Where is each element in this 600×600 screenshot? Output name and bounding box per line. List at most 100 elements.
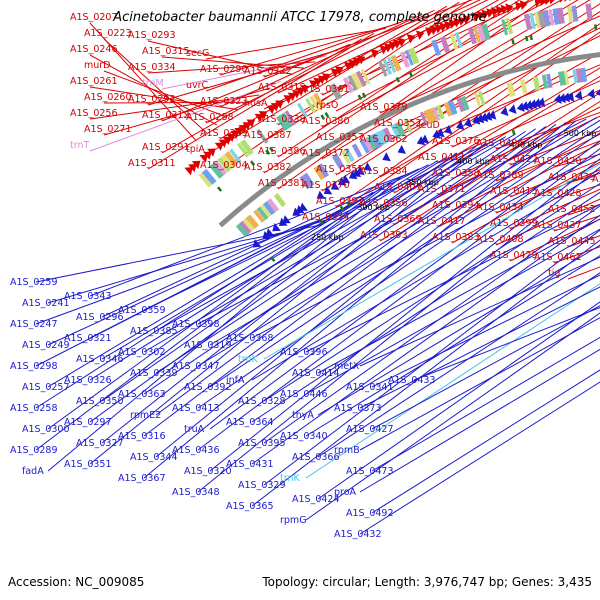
gene-label: A1S_0343 — [64, 291, 112, 302]
feature-arrow — [370, 49, 379, 59]
feature-block — [363, 137, 375, 152]
leader-line — [197, 119, 600, 367]
feature-block — [224, 151, 239, 167]
leader-line — [317, 218, 600, 374]
feature-arrow — [549, 0, 555, 5]
gene-label: A1S_0348 — [172, 487, 220, 498]
leader-line — [495, 140, 600, 182]
feature-block — [542, 9, 551, 27]
feature-block — [534, 11, 541, 29]
leader-line — [379, 15, 600, 114]
feature-arrow — [415, 30, 425, 40]
gene-label: A1S_0452 — [548, 204, 596, 215]
leader-line — [147, 33, 375, 170]
feature-block — [347, 74, 359, 92]
gene-label: leuD — [418, 120, 440, 131]
gene-label: A1S_0408 — [476, 234, 524, 245]
feature-arrow — [317, 75, 327, 85]
gene-label: A1S_0339 — [130, 368, 178, 379]
gene-labels: A1S_0207 A1S_0223 A1S_0246 murD A1S_0261 A1S_… — [10, 12, 600, 540]
feature-block — [506, 82, 516, 98]
gene-label: A1S_0247 — [10, 319, 58, 330]
leader-line — [305, 203, 600, 353]
gene-label: A1S_0413 — [172, 403, 220, 414]
feature-block — [366, 134, 379, 150]
leader-line — [359, 348, 600, 493]
feature-block — [378, 129, 390, 144]
feature-arrow — [296, 87, 305, 97]
gene-label: A1S_0319 — [184, 340, 232, 351]
feature-arrow — [524, 100, 533, 110]
feature-block — [505, 17, 514, 35]
feature-block — [585, 3, 593, 20]
feature-arrow — [356, 55, 366, 65]
feature-arrow — [382, 152, 391, 162]
leader-line — [495, 198, 600, 246]
leader-line — [317, 272, 600, 458]
leader-line — [359, 317, 600, 451]
feature-arrow — [270, 103, 280, 112]
leader-line — [371, 336, 600, 472]
gene-label: A1S_0288 — [186, 112, 234, 123]
gene-label: A1S_0381 — [258, 178, 306, 189]
tick-label: 450 kbp — [510, 141, 543, 150]
tick-label: 500 kbp — [564, 129, 597, 138]
leader-line — [89, 142, 487, 465]
feature-block — [594, 24, 598, 30]
gene-label: A1S_0424 — [292, 494, 340, 505]
feature-block — [477, 90, 486, 106]
leader-line — [305, 255, 600, 437]
gene-label: tpiA — [186, 144, 205, 155]
gene-label: A1S_0363 — [118, 389, 166, 400]
gene-label: A1S_0354 — [302, 212, 350, 223]
gene-label: A1S_0420 — [534, 156, 582, 167]
feature-block — [360, 68, 371, 85]
feature-arrow — [323, 185, 333, 195]
feature-block — [378, 60, 388, 77]
gene-label: A1S_0322 — [244, 66, 292, 77]
feature-block — [558, 70, 567, 86]
leader-line — [437, 142, 600, 228]
feature-block — [313, 92, 325, 109]
gene-label: rpmG — [280, 515, 307, 526]
feature-block — [563, 70, 570, 85]
feature-arrow — [238, 125, 248, 134]
leader-line — [209, 158, 600, 472]
feature-block — [324, 112, 330, 118]
feature-block — [523, 13, 532, 31]
leader-line — [359, 381, 600, 535]
gene-label: murD — [84, 60, 111, 71]
feature-arrow — [254, 113, 264, 123]
accession-text: Accession: NC_009085 — [8, 575, 144, 589]
genome-summary-text: Topology: circular; Length: 3,976,747 bp… — [261, 575, 592, 589]
leader-line — [379, 100, 600, 242]
feature-block — [529, 12, 536, 30]
feature-arrow — [539, 0, 547, 7]
feature-arrow — [330, 181, 340, 190]
feature-block — [351, 143, 363, 158]
feature-arrow — [308, 80, 318, 89]
gene-label: A1S_0316 — [118, 431, 166, 442]
leader-line — [143, 139, 497, 311]
feature-block — [403, 118, 413, 133]
feature-block — [566, 6, 574, 23]
gene-label: nusA — [244, 98, 268, 109]
feature-arrow — [291, 90, 301, 99]
feature-block — [404, 49, 414, 66]
gene-label: A1S_0293 — [128, 30, 176, 41]
leader-line — [321, 31, 600, 224]
gene-label: A1S_0358 — [432, 168, 480, 179]
gene-label: A1S_0334 — [128, 62, 176, 73]
gene-label: A1S_0326 — [64, 375, 112, 386]
leader-line — [451, 133, 600, 212]
gene-label: A1S_0341 — [346, 382, 394, 393]
feature-arrow — [472, 115, 481, 125]
leader-line — [359, 256, 600, 367]
feature-block — [382, 58, 393, 75]
gene-label: A1S_0428 — [534, 188, 582, 199]
feature-arrow — [544, 0, 551, 6]
gene-label: A1S_0249 — [22, 340, 70, 351]
feature-block — [263, 200, 276, 216]
feature-block — [572, 69, 578, 84]
leader-line — [219, 0, 471, 172]
